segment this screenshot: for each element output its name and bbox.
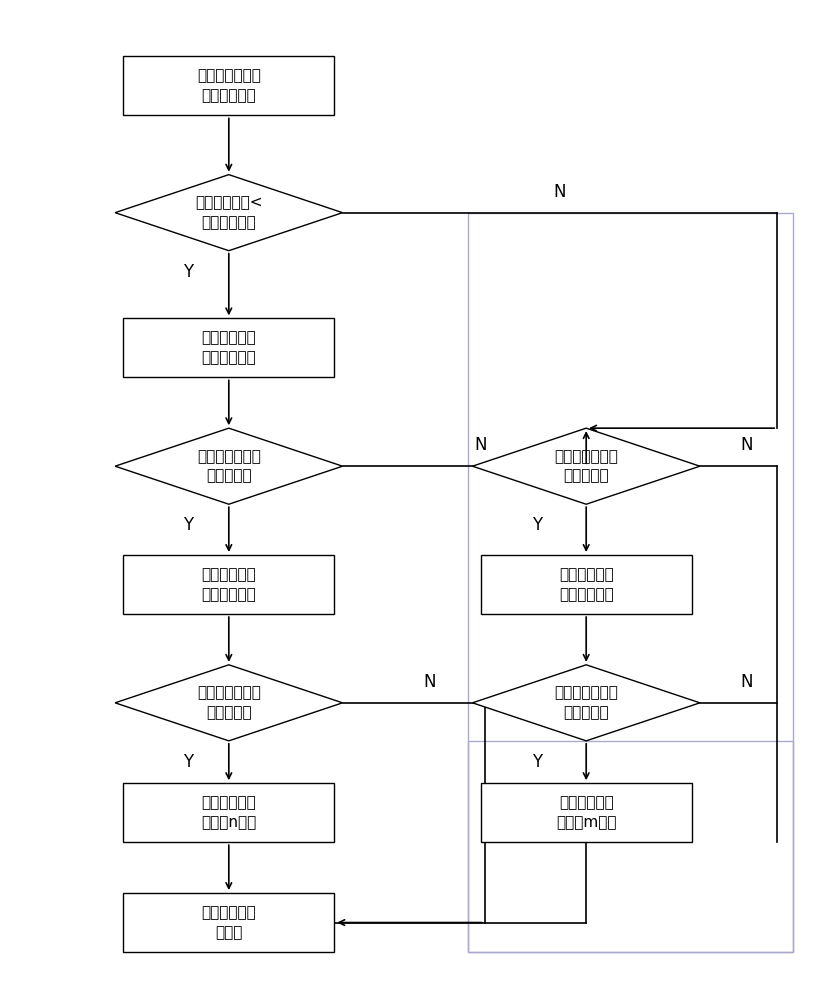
Polygon shape xyxy=(115,665,342,741)
Text: 出风口温度＜室
内预设温度: 出风口温度＜室 内预设温度 xyxy=(197,685,261,720)
Polygon shape xyxy=(115,175,342,251)
Text: 开启所述流量
阀到第m流量: 开启所述流量 阀到第m流量 xyxy=(556,795,616,830)
Text: N: N xyxy=(740,673,753,691)
Text: Y: Y xyxy=(532,753,543,771)
Text: N: N xyxy=(740,436,753,454)
Text: 出风口温度＜室
内预设温度: 出风口温度＜室 内预设温度 xyxy=(197,449,261,484)
FancyBboxPatch shape xyxy=(123,783,334,842)
Text: 室外环境温度<
室外预设温度: 室外环境温度< 室外预设温度 xyxy=(195,195,262,230)
Text: 开启所述流量
阀到第二流量: 开启所述流量 阀到第二流量 xyxy=(201,567,256,602)
Polygon shape xyxy=(473,428,700,504)
FancyBboxPatch shape xyxy=(123,893,334,952)
FancyBboxPatch shape xyxy=(123,56,334,115)
Text: Y: Y xyxy=(183,516,193,534)
Text: 保持流量阀流
量不变: 保持流量阀流 量不变 xyxy=(201,905,256,940)
FancyBboxPatch shape xyxy=(481,555,692,614)
Text: N: N xyxy=(553,183,566,201)
FancyBboxPatch shape xyxy=(123,318,334,377)
Text: 开启所述流量
阀到第三流量: 开启所述流量 阀到第三流量 xyxy=(559,567,614,602)
Text: Y: Y xyxy=(183,263,193,281)
Text: 出风口温度＞室
内预设温度: 出风口温度＞室 内预设温度 xyxy=(554,449,618,484)
Text: 出风口温度＞室
内预设温度: 出风口温度＞室 内预设温度 xyxy=(554,685,618,720)
Text: N: N xyxy=(424,673,436,691)
Text: Y: Y xyxy=(532,516,543,534)
Text: 开启所述流量
阀到第一流量: 开启所述流量 阀到第一流量 xyxy=(201,330,256,365)
Text: 开启所述流量
阀到第n流量: 开启所述流量 阀到第n流量 xyxy=(201,795,257,830)
Text: 获取空调工作的
室外环境温度: 获取空调工作的 室外环境温度 xyxy=(197,68,261,103)
Polygon shape xyxy=(115,428,342,504)
FancyBboxPatch shape xyxy=(123,555,334,614)
Text: Y: Y xyxy=(183,753,193,771)
Polygon shape xyxy=(473,665,700,741)
FancyBboxPatch shape xyxy=(481,783,692,842)
Text: N: N xyxy=(474,436,487,454)
